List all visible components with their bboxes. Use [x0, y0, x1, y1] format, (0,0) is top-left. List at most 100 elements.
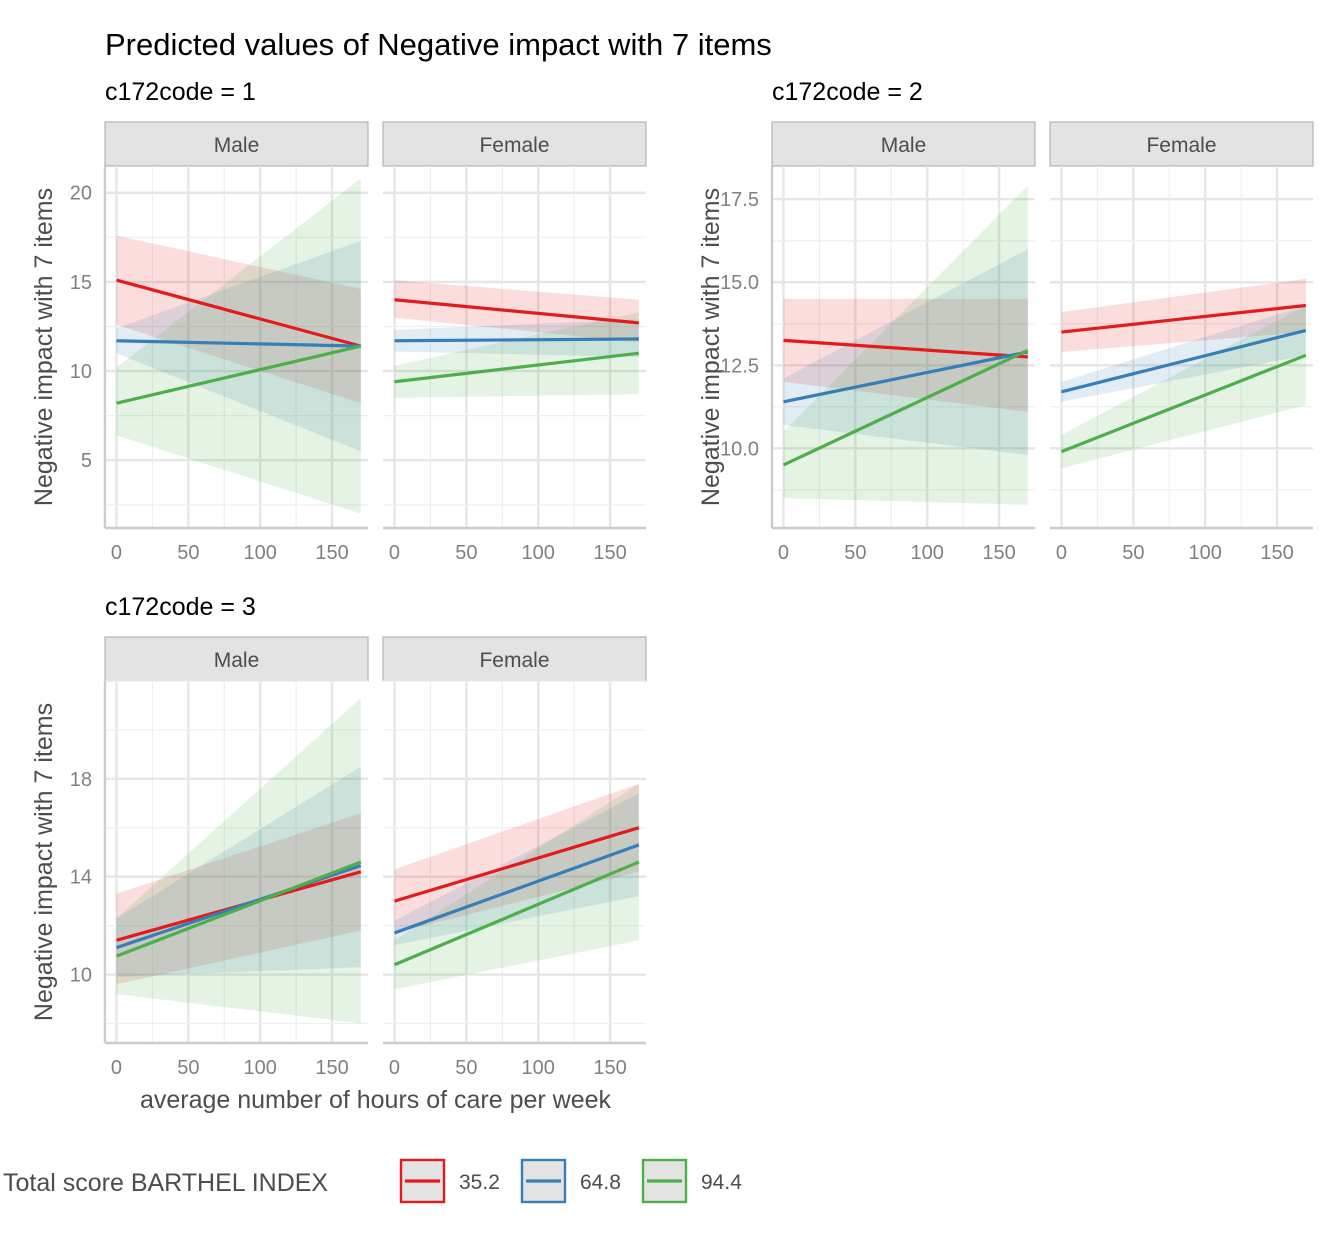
confidence-band-94.4: [116, 178, 361, 514]
legend-title: Total score BARTHEL INDEX: [3, 1169, 328, 1197]
facet-strip-label: Male: [881, 134, 927, 157]
facet-strip-label: Male: [214, 134, 260, 157]
y-axis-title: Negative impact with 7 items: [30, 188, 58, 506]
confidence-band-35.2: [116, 813, 361, 985]
facet-strip-label: Female: [479, 649, 549, 672]
confidence-band-64.8: [394, 793, 639, 946]
series-line-35.2: [394, 298, 639, 325]
series-line-94.4: [116, 344, 362, 405]
facet-strip: [382, 121, 647, 167]
confidence-band-35.2: [394, 783, 639, 933]
series-line-94.4: [782, 348, 1029, 467]
facet-group: c172code = 1 Negative impact with 7 items…: [30, 78, 647, 564]
group-label: c172code = 2: [772, 78, 923, 106]
facet-strip: [1049, 121, 1314, 167]
x-tick-label: 0: [1056, 542, 1067, 564]
series-line-35.2: [394, 826, 640, 903]
series-line-94.4: [394, 351, 639, 384]
y-tick-label: 10: [70, 965, 92, 987]
y-tick-label: 20: [70, 183, 92, 205]
legend-label: 64.8: [580, 1171, 621, 1194]
x-tick-label: 50: [844, 542, 866, 564]
x-tick-label: 150: [1260, 542, 1293, 564]
group-label: c172code = 1: [105, 78, 256, 106]
x-tick-label: 100: [244, 542, 277, 564]
facet-panel-male: Male 0 50 100 150: [770, 121, 1036, 564]
x-tick-label: 0: [111, 1057, 122, 1079]
x-tick-label: 50: [177, 1057, 199, 1079]
x-tick-label: 150: [593, 542, 626, 564]
legend: Total score BARTHEL INDEX 35.2 64.8 94.4: [3, 1158, 742, 1204]
facet-panel-female: Female 0 50 100 150: [382, 121, 647, 564]
series-line-35.2: [783, 338, 1028, 359]
series-line-94.4: [1060, 353, 1307, 454]
facet-strip: [104, 636, 369, 682]
x-tick-label: 100: [1189, 542, 1222, 564]
grid: [383, 680, 646, 1043]
x-tick-label: 150: [593, 1057, 626, 1079]
grid: [383, 166, 646, 528]
legend-label: 35.2: [459, 1171, 500, 1194]
y-tick-label: 15.0: [720, 272, 759, 294]
confidence-band-64.8: [783, 249, 1028, 455]
series-line-64.8: [393, 843, 640, 935]
x-axis-title: average number of hours of care per week: [140, 1086, 612, 1114]
x-tick-label: 100: [244, 1057, 277, 1079]
facet-panel-female: Female 0 50 100 150: [382, 636, 647, 1079]
y-tick-label: 14: [70, 867, 92, 889]
facet-panel-female: Female 0 50 100 150: [1049, 121, 1314, 564]
facet-strip: [382, 636, 647, 682]
chart-title: Predicted values of Negative impact with…: [105, 27, 772, 62]
confidence-band-35.2: [1061, 278, 1306, 352]
confidence-band-94.4: [394, 312, 639, 398]
x-tick-label: 0: [389, 542, 400, 564]
x-tick-label: 50: [455, 1057, 477, 1079]
confidence-band-94.4: [116, 698, 361, 1024]
x-tick-label: 100: [911, 542, 944, 564]
y-tick-label: 17.5: [720, 189, 759, 211]
y-tick-label: 18: [70, 769, 92, 791]
x-tick-label: 150: [982, 542, 1015, 564]
y-axis-title: Negative impact with 7 items: [30, 703, 58, 1021]
facet-strip: [104, 121, 369, 167]
confidence-band-64.8: [394, 319, 639, 357]
legend-item-94.4: 94.4: [641, 1158, 742, 1204]
confidence-band-64.8: [116, 240, 361, 452]
x-tick-label: 50: [1122, 542, 1144, 564]
facet-group: c172code = 3 Negative impact with 7 items…: [30, 593, 647, 1114]
facet-strip: [771, 121, 1036, 167]
facet-strip-label: Male: [214, 649, 260, 672]
facet-strip-label: Female: [479, 134, 549, 157]
series-line-64.8: [394, 337, 639, 343]
y-tick-label: 10: [70, 361, 92, 383]
series-line-64.8: [116, 339, 361, 348]
y-tick-label: 12.5: [720, 355, 759, 377]
facet-panel-male: Male 0 50 100 150: [103, 636, 369, 1079]
group-label: c172code = 3: [105, 593, 256, 621]
x-tick-label: 150: [315, 1057, 348, 1079]
series-line-64.8: [1061, 328, 1307, 394]
grid: [105, 166, 368, 528]
y-tick-label: 15: [70, 272, 92, 294]
facet-strip-label: Female: [1146, 134, 1216, 157]
facet-panel-male: Male 0 50 100 150: [103, 121, 369, 564]
x-tick-label: 0: [389, 1057, 400, 1079]
legend-item-35.2: 35.2: [399, 1158, 500, 1204]
y-axis-title: Negative impact with 7 items: [697, 188, 725, 506]
series-line-35.2: [116, 278, 362, 348]
y-tick-label: 5: [81, 450, 92, 472]
grid: [105, 680, 368, 1043]
x-tick-label: 0: [111, 542, 122, 564]
confidence-band-35.2: [783, 298, 1028, 412]
confidence-band-94.4: [783, 185, 1028, 505]
plot-area: c172code = 1 Negative impact with 7 items…: [30, 78, 1314, 1114]
series-line-35.2: [1061, 303, 1306, 334]
x-tick-label: 150: [315, 542, 348, 564]
legend-item-64.8: 64.8: [520, 1158, 621, 1204]
grid: [1050, 166, 1313, 528]
series-line-94.4: [393, 860, 640, 967]
x-tick-label: 50: [455, 542, 477, 564]
y-tick-label: 10.0: [720, 438, 759, 460]
facet-group: c172code = 2 Negative impact with 7 items…: [697, 78, 1314, 564]
